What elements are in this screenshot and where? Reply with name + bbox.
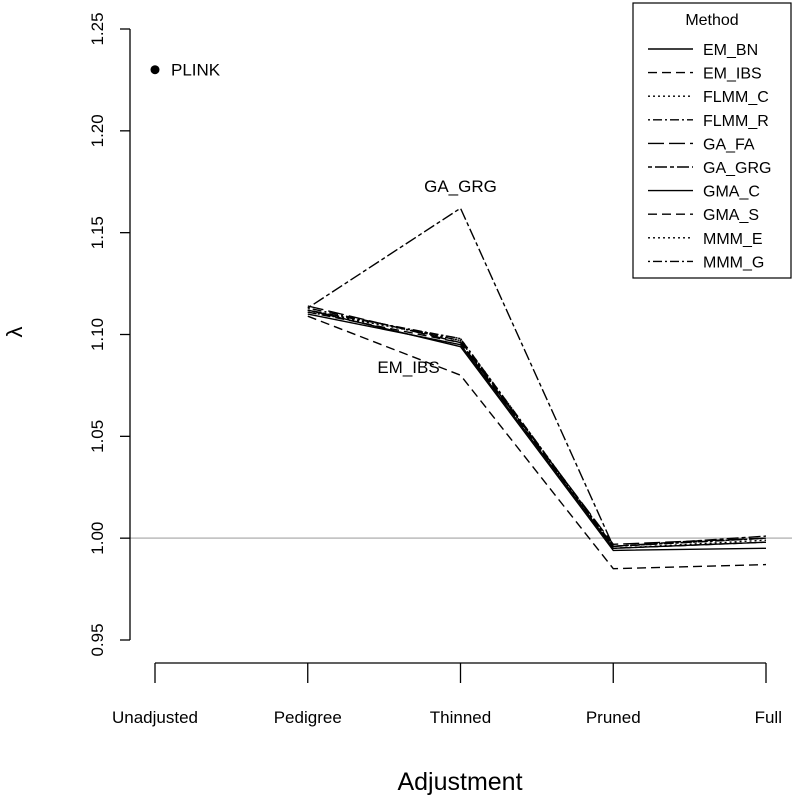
point-layer: PLINK <box>150 61 221 80</box>
point-label-plink: PLINK <box>171 61 221 80</box>
x-tick-label-thinned: Thinned <box>430 708 491 727</box>
y-tick-label: 1.20 <box>88 114 107 147</box>
series-line-ga-grg <box>307 207 767 547</box>
y-tick-label: 1.10 <box>88 318 107 351</box>
y-axis-label: λ <box>2 327 27 338</box>
y-tick-label: 1.25 <box>88 12 107 45</box>
series-line-gma-c <box>307 309 767 552</box>
legend-label-flmm-r: FLMM_R <box>703 113 769 130</box>
y-tick-label: 1.00 <box>88 522 107 555</box>
x-tick-label-pedigree: Pedigree <box>274 708 342 727</box>
x-tick-label-pruned: Pruned <box>586 708 641 727</box>
annotation-em-ibs: EM_IBS <box>377 358 439 377</box>
legend-label-ga-fa: GA_FA <box>703 136 755 153</box>
series-line-flmm-r <box>307 307 767 547</box>
y-axis: 0.95 1.00 1.05 1.10 1.15 1.20 1.25 <box>88 12 131 657</box>
legend-label-mmm-e: MMM_E <box>703 231 763 248</box>
series-line-gma-s <box>307 311 767 549</box>
annotation-layer: GA_GRG EM_IBS <box>377 177 497 377</box>
legend-label-em-bn: EM_BN <box>703 42 758 59</box>
x-tick-label-unadjusted: Unadjusted <box>112 708 198 727</box>
legend-label-gma-s: GMA_S <box>703 207 759 224</box>
x-axis-label: Adjustment <box>397 768 522 796</box>
series-line-em-ibs <box>307 315 767 570</box>
series-line-flmm-c <box>307 309 767 549</box>
series-layer <box>307 207 767 570</box>
annotation-ga-grg: GA_GRG <box>424 177 497 196</box>
legend-title: Method <box>685 12 738 29</box>
y-tick-label: 1.05 <box>88 420 107 453</box>
legend-label-ga-grg: GA_GRG <box>703 160 771 177</box>
legend-label-gma-c: GMA_C <box>703 184 760 201</box>
y-tick-label: 1.15 <box>88 216 107 249</box>
legend-label-mmm-g: MMM_G <box>703 254 764 271</box>
legend: Method EM_BN EM_IBS FLMM_C FLMM_R GA_FA GA_GRG… <box>632 2 792 279</box>
y-tick-label: 0.95 <box>88 623 107 656</box>
series-line-mmm-g <box>307 309 767 547</box>
series-line-mmm-e <box>307 311 767 547</box>
data-point-plink <box>150 65 160 75</box>
series-line-em-bn <box>307 313 767 549</box>
legend-label-em-ibs: EM_IBS <box>703 66 762 83</box>
legend-label-flmm-c: FLMM_C <box>703 89 769 106</box>
series-line-ga-fa <box>307 305 767 545</box>
x-axis: Unadjusted Pedigree Thinned Pruned Full <box>112 662 782 727</box>
x-tick-label-full: Full <box>755 708 782 727</box>
